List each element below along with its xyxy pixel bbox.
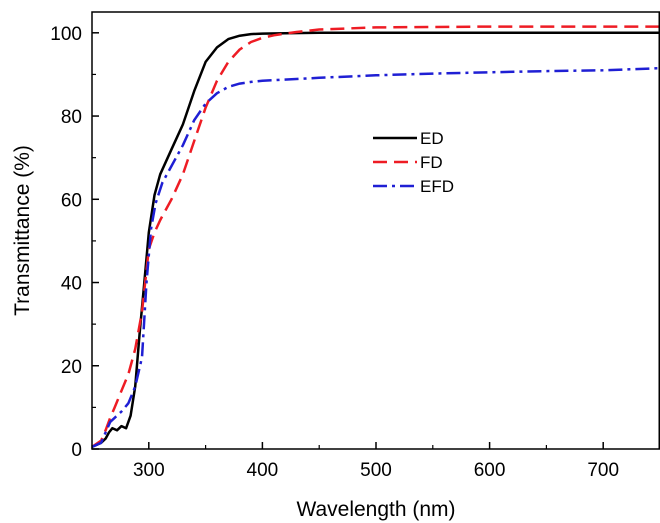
x-tick-label: 300: [133, 460, 165, 481]
y-tick-label: 100: [50, 24, 82, 45]
plot-frame: [91, 11, 660, 450]
x-axis-title: Wavelength (nm): [296, 498, 455, 521]
legend-label-fd: FD: [420, 153, 443, 172]
x-tick-label: 400: [247, 460, 279, 481]
legend-label-efd: EFD: [420, 177, 454, 196]
y-axis: 0 20 40 60 80 100: [50, 24, 99, 461]
y-tick-label: 0: [71, 440, 82, 461]
y-tick-label: 60: [61, 190, 82, 211]
plot-area: [91, 11, 660, 450]
y-tick-label: 80: [61, 107, 82, 128]
x-tick-label: 600: [474, 460, 506, 481]
x-tick-label: 500: [360, 460, 392, 481]
series-line-efd: [92, 66, 660, 449]
legend-label-ed: ED: [420, 129, 444, 148]
x-tick-label: 700: [587, 460, 619, 481]
series-layer: [92, 25, 660, 449]
y-tick-label: 20: [61, 357, 82, 378]
series-line-ed: [92, 31, 660, 449]
y-tick-label: 40: [61, 274, 82, 295]
y-axis-title: Transmittance (%): [11, 145, 34, 316]
legend: ED FD EFD: [373, 129, 454, 196]
x-axis: 300 400 500 600 700: [91, 442, 660, 481]
series-line-fd: [92, 25, 660, 448]
